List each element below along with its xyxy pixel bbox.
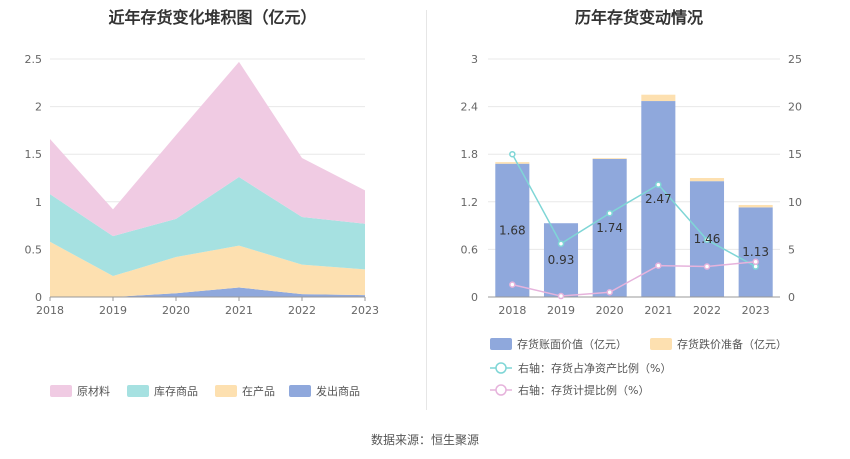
y-left-tick-label: 3 bbox=[471, 53, 478, 66]
x-tick-label: 2019 bbox=[547, 304, 575, 317]
y-right-tick-label: 25 bbox=[788, 53, 802, 66]
bar-book-value bbox=[543, 223, 579, 297]
bar-value-label: 1.68 bbox=[499, 223, 526, 237]
right-chart-svg: 0 0.6 1.2 1.8 2.4 3 0 5 10 15 20 25 2018 2019 2020 2021… bbox=[461, 53, 803, 397]
legend-label: 库存商品 bbox=[154, 384, 198, 398]
area-series-2 bbox=[50, 177, 365, 277]
y-left-tick-label: 0.6 bbox=[461, 243, 479, 256]
left-chart-title: 近年存货变化堆积图（亿元） bbox=[108, 8, 317, 27]
y-tick-label: 1.5 bbox=[25, 148, 43, 161]
y-right-tick-label: 10 bbox=[788, 196, 802, 209]
y-right-tick-label: 0 bbox=[788, 291, 795, 304]
bar-provision bbox=[641, 94, 676, 102]
x-tick-label: 2022 bbox=[693, 304, 721, 317]
bar-value-label: 1.13 bbox=[742, 245, 769, 259]
line-point bbox=[557, 292, 565, 300]
y-tick-label: 1 bbox=[35, 196, 42, 209]
line-point bbox=[606, 288, 613, 296]
line-point bbox=[655, 181, 662, 188]
legend-swatch bbox=[127, 385, 149, 397]
bar-book-value bbox=[592, 158, 627, 297]
legend-swatch bbox=[490, 338, 512, 350]
line-point bbox=[703, 263, 711, 270]
legend-label: 原材料 bbox=[77, 384, 110, 398]
x-tick-label: 2020 bbox=[162, 304, 190, 317]
x-tick-label: 2021 bbox=[225, 304, 253, 317]
line-point bbox=[655, 262, 662, 269]
legend-swatch bbox=[650, 338, 672, 350]
x-tick-label: 2019 bbox=[99, 304, 127, 317]
stacked-area-chart: 近年存货变化堆积图（亿元） 0 0.5 1 1.5 2 2.5 2018 2019 2020 20… bbox=[0, 0, 425, 420]
legend-swatch bbox=[289, 385, 311, 397]
right-chart-title: 历年存货变动情况 bbox=[574, 8, 703, 27]
y-left-tick-label: 0 bbox=[471, 291, 478, 304]
line-point bbox=[509, 150, 516, 158]
bar-provision bbox=[592, 158, 627, 159]
y-left-tick-label: 2.4 bbox=[461, 101, 479, 114]
x-tick-label: 2023 bbox=[351, 304, 379, 317]
line-point bbox=[606, 209, 613, 217]
data-source: 数据来源：恒生聚源 bbox=[370, 433, 479, 447]
legend-marker bbox=[495, 362, 507, 374]
x-tick-label: 2021 bbox=[644, 304, 672, 317]
panel-divider bbox=[426, 10, 427, 410]
y-right-tick-label: 15 bbox=[788, 148, 802, 161]
y-left-tick-label: 1.8 bbox=[461, 148, 479, 161]
legend-label: 右轴：存货占净资产比例（%） bbox=[518, 361, 671, 375]
legend-marker bbox=[495, 384, 507, 396]
left-chart-svg: 0 0.5 1 1.5 2 2.5 2018 2019 2020 2021 2022 2023 原材料 库… bbox=[25, 53, 380, 398]
y-tick-label: 2.5 bbox=[25, 53, 43, 66]
area-series-3 bbox=[50, 61, 365, 237]
legend-label: 发出商品 bbox=[316, 384, 360, 398]
inventory-bar-chart: 历年存货变动情况 0 0.6 1.2 1.8 2.4 3 0 5 10 15 20 25 2018 201… bbox=[428, 0, 850, 420]
x-tick-label: 2022 bbox=[288, 304, 316, 317]
y-tick-label: 0.5 bbox=[25, 243, 43, 256]
y-tick-label: 0 bbox=[35, 291, 42, 304]
area-series-1 bbox=[50, 241, 365, 297]
bar-value-label: 2.47 bbox=[645, 192, 672, 206]
line-point bbox=[752, 258, 759, 266]
x-tick-label: 2020 bbox=[596, 304, 624, 317]
x-tick-label: 2018 bbox=[36, 304, 64, 317]
line-point bbox=[509, 281, 516, 288]
bar-provision bbox=[689, 178, 725, 182]
y-right-tick-label: 5 bbox=[788, 243, 795, 256]
x-tick-label: 2018 bbox=[498, 304, 526, 317]
legend-swatch bbox=[50, 385, 72, 397]
line-point bbox=[703, 236, 711, 244]
legend-label: 存货跌价准备（亿元） bbox=[677, 337, 787, 351]
bar-book-value bbox=[738, 207, 773, 297]
line-point bbox=[557, 240, 565, 247]
line-series-1 bbox=[512, 261, 756, 297]
legend-swatch bbox=[215, 385, 237, 397]
legend-label: 存货账面价值（亿元） bbox=[517, 337, 627, 351]
line-series-0 bbox=[511, 153, 757, 268]
bar-value-label: 1.46 bbox=[694, 232, 721, 246]
y-left-tick-label: 1.2 bbox=[461, 196, 479, 209]
bar-provision bbox=[495, 162, 530, 164]
legend-label: 在产品 bbox=[242, 384, 275, 398]
legend-label: 右轴：存货计提比例（%） bbox=[518, 383, 649, 397]
x-tick-label: 2023 bbox=[742, 304, 770, 317]
y-tick-label: 2 bbox=[35, 101, 42, 114]
bar-value-label: 1.74 bbox=[596, 221, 623, 235]
bar-value-label: 0.93 bbox=[548, 253, 575, 267]
area-series-0 bbox=[50, 287, 365, 297]
bar-provision bbox=[738, 204, 773, 208]
bar-book-value bbox=[495, 163, 530, 297]
y-right-tick-label: 20 bbox=[788, 101, 802, 114]
